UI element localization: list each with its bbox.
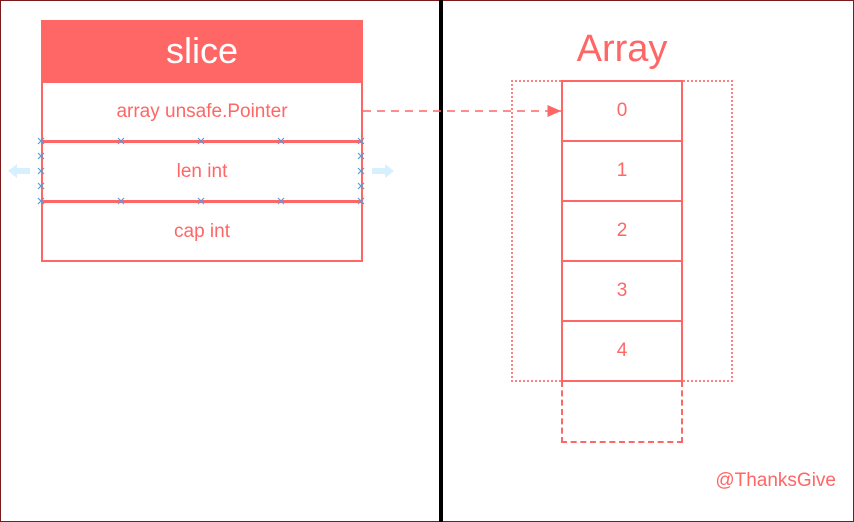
watermark: @ThanksGive (715, 470, 836, 491)
resize-arrow-right-icon (372, 164, 394, 178)
selection-handles (37, 137, 365, 205)
handle-bottom-row (37, 197, 365, 205)
resize-arrow-left-icon (8, 164, 30, 178)
handle-sides (37, 152, 365, 190)
array-cell-0: 0 (561, 80, 683, 142)
vertical-divider (439, 0, 443, 522)
array-title: Array (576, 28, 668, 70)
slice-field-len[interactable]: len int (41, 141, 363, 202)
slice-field-cap: cap int (41, 201, 363, 262)
array-cell-4: 4 (561, 320, 683, 382)
array-cell-1: 1 (561, 140, 683, 202)
handle-top-row (37, 137, 365, 145)
array-ghost-cell (561, 381, 683, 443)
slice-title: slice (41, 20, 363, 82)
array-cell-3: 3 (561, 260, 683, 322)
